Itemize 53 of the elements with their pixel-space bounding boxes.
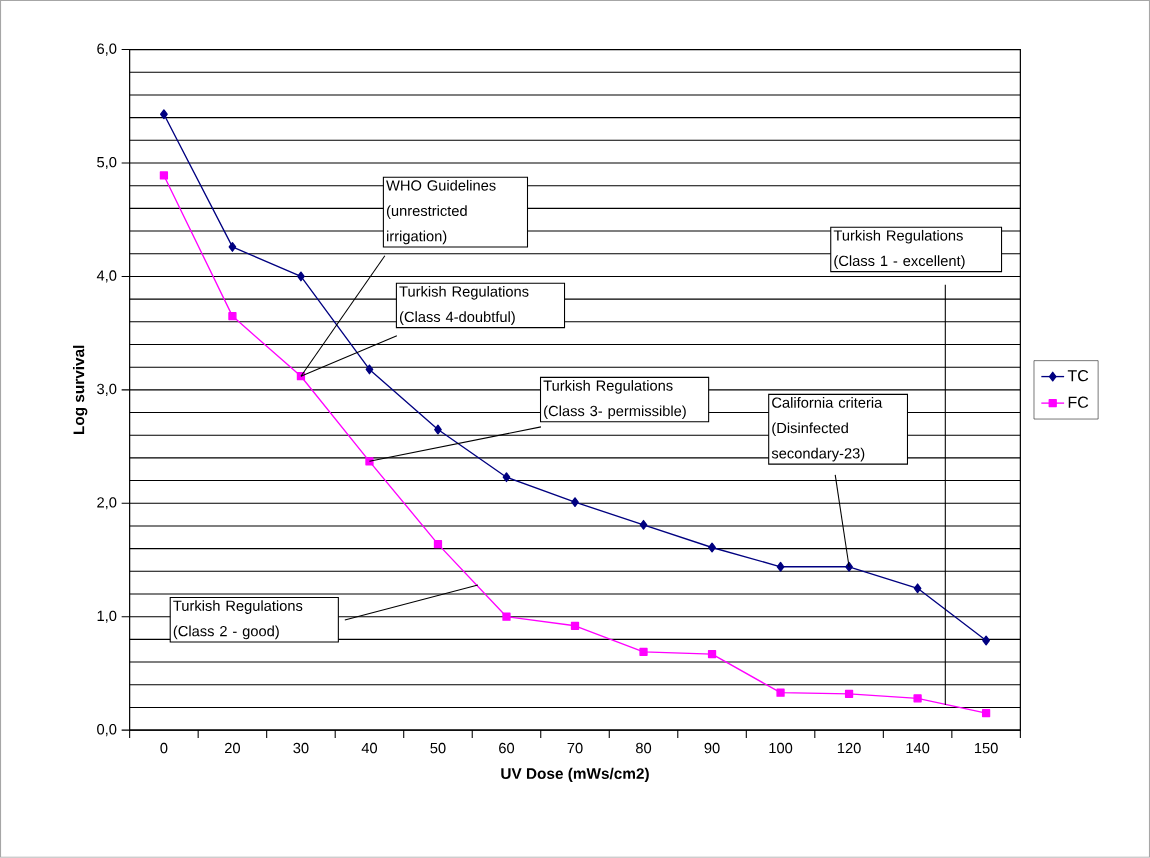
point [776, 688, 785, 697]
x-tick-label: 90 [704, 742, 720, 754]
y-tick-label: 5,0 [97, 157, 117, 170]
annotation: Turkish Regulations (Class 3- permissible) [543, 380, 686, 420]
y-tick-label: 1,0 [97, 610, 117, 623]
x-tick-label: 100 [769, 742, 793, 754]
annotation: Turkish Regulations (Class 4-doubtful) [399, 286, 529, 326]
point [639, 647, 648, 657]
y-tick-label: 6,0 [97, 43, 117, 56]
y-tick-label: 3,0 [97, 383, 117, 397]
point [570, 621, 580, 631]
point [297, 271, 305, 282]
x-tick-label: 20 [224, 742, 240, 754]
point [502, 612, 511, 621]
x-axis-title: UV Dose (mWs/cm2) [501, 767, 649, 783]
point [913, 694, 922, 703]
x-tick-label: 0 [160, 742, 168, 754]
y-tick-label: 4,0 [96, 270, 117, 283]
y-tick-label: 2,0 [97, 497, 117, 510]
point [981, 709, 991, 718]
point [844, 689, 854, 699]
x-tick-label: 70 [567, 742, 583, 754]
x-tick-label: 50 [430, 742, 446, 754]
annotation: California criteria (Disinfected secondary-23) [771, 397, 883, 462]
point [433, 540, 443, 549]
x-tick-label: 140 [906, 742, 930, 754]
point [228, 242, 237, 252]
point [639, 520, 648, 530]
x-tick-label: 80 [635, 742, 652, 754]
point [160, 109, 168, 120]
point [982, 635, 990, 646]
annotation: Turkish Regulations (Class 2 - good) [173, 600, 303, 640]
legend-label: FC [1068, 396, 1089, 408]
y-tick-label: 0,0 [97, 724, 117, 737]
y-axis-title: Log survival [73, 345, 88, 435]
point [913, 583, 922, 594]
point [707, 650, 717, 659]
x-tick-label: 150 [974, 742, 998, 754]
point [159, 171, 169, 180]
annotation: WHO Guidelines (unrestricted irrigation) [386, 180, 496, 245]
point [365, 364, 374, 375]
point [228, 312, 237, 321]
x-tick-label: 30 [293, 742, 309, 754]
point [502, 472, 511, 483]
point [434, 424, 442, 435]
legend-label: TC [1067, 370, 1089, 382]
x-tick-label: 40 [361, 742, 378, 754]
x-tick-label: 120 [837, 742, 861, 754]
point [708, 542, 716, 553]
x-tick-label: 60 [499, 742, 515, 754]
point [776, 561, 785, 572]
point [571, 497, 579, 508]
annotation: Turkish Regulations (Class 1 - excellent) [833, 230, 965, 270]
